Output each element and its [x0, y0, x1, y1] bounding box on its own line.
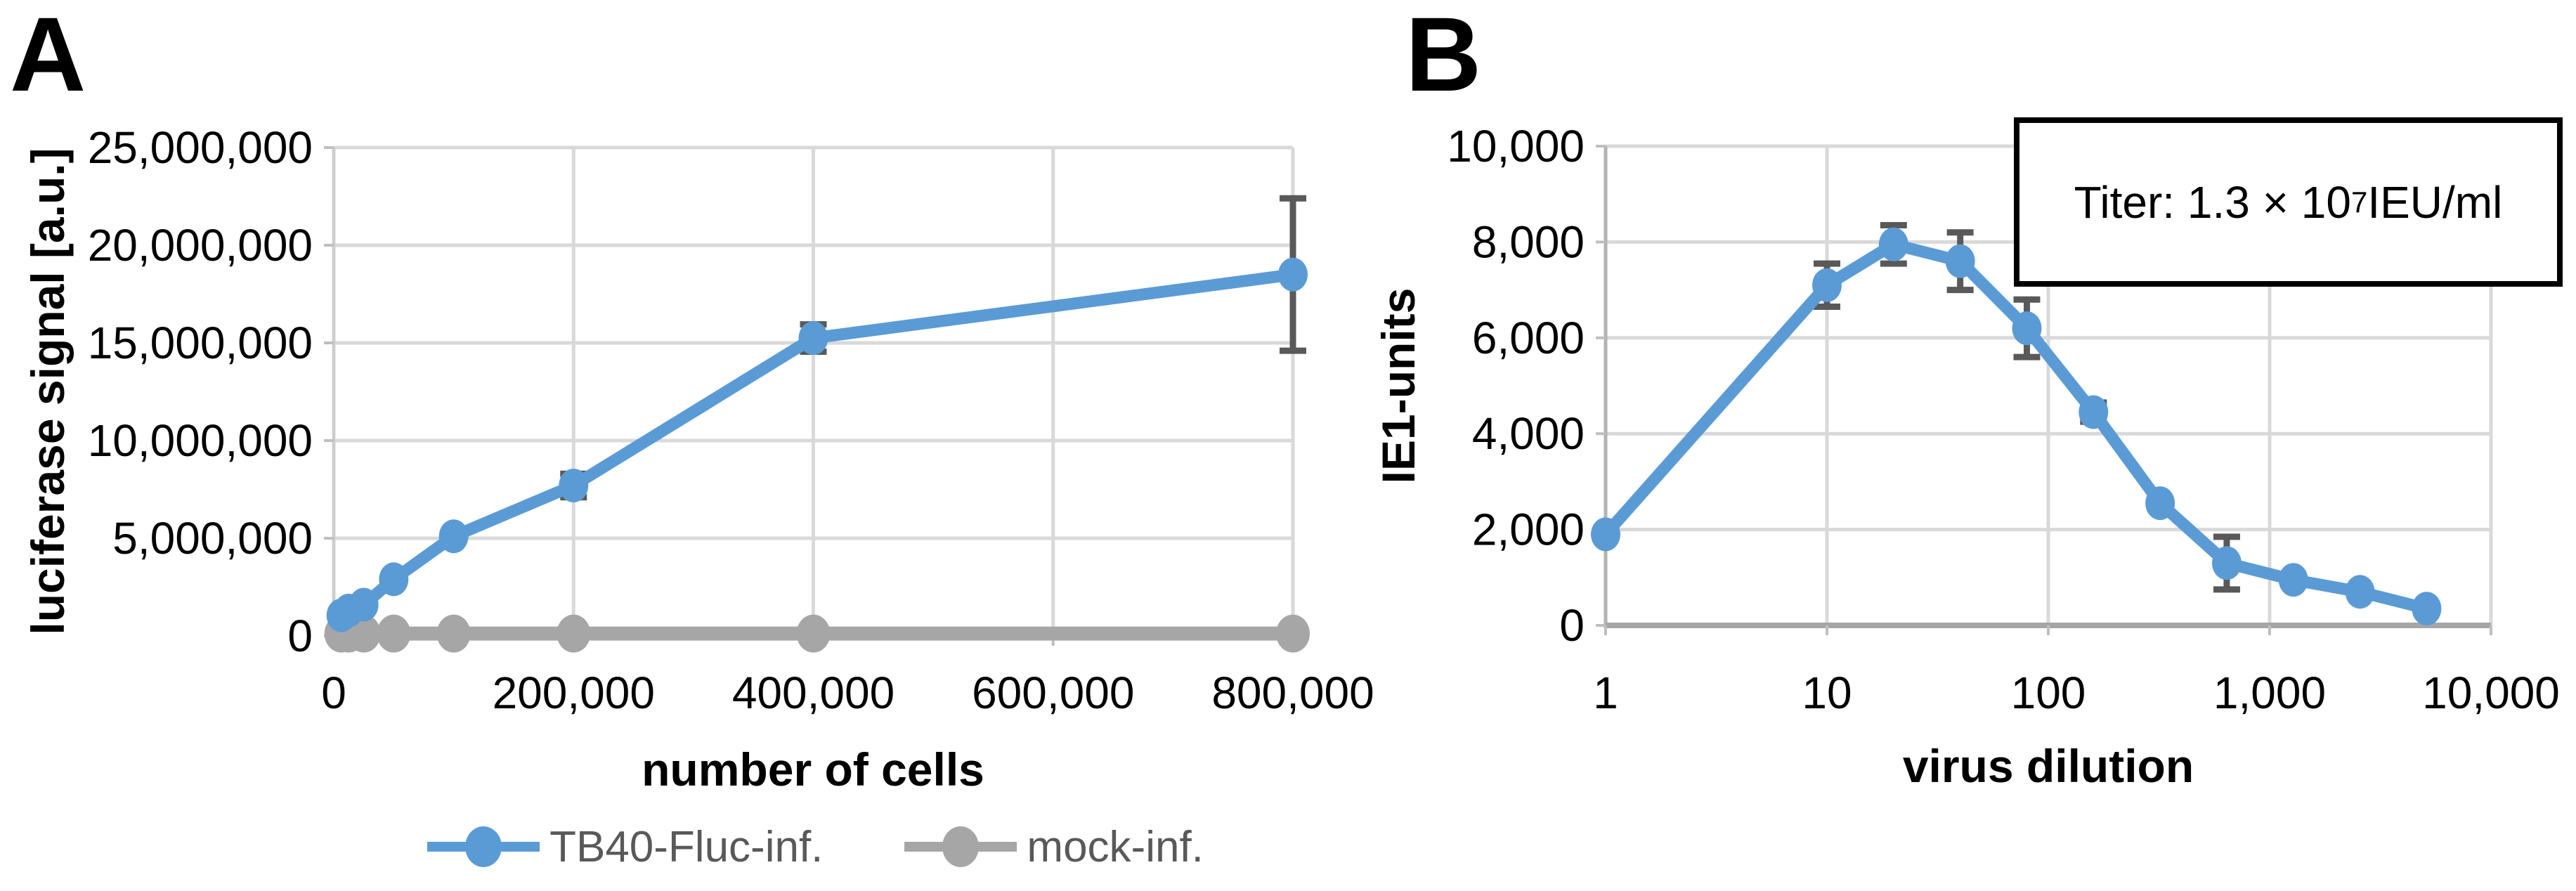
- titer-text: Titer: 1.3 × 10: [2074, 176, 2351, 228]
- panel-letter-a: A: [10, 0, 86, 113]
- data-point-marker: [2079, 395, 2109, 429]
- data-point-marker: [377, 614, 411, 653]
- y-tick-label: 2,000: [1472, 505, 1585, 555]
- data-point-marker: [2412, 592, 2442, 626]
- panel-a-y-axis-title: luciferase signal [a.u.]: [22, 148, 74, 635]
- data-point-marker: [1812, 268, 1842, 302]
- x-tick-label: 600,000: [972, 668, 1134, 718]
- x-tick-label: 400,000: [732, 668, 895, 718]
- data-point-marker: [798, 321, 828, 356]
- legend-label-tb40: TB40-Fluc-inf.: [549, 822, 824, 871]
- x-tick-label: 10,000: [2422, 668, 2560, 718]
- data-point-marker: [1591, 517, 1620, 552]
- y-tick-label: 6,000: [1472, 313, 1585, 363]
- x-tick-label: 200,000: [493, 668, 655, 718]
- x-tick-label: 100: [2011, 668, 2086, 718]
- x-tick-label: 800,000: [1211, 668, 1374, 718]
- legend: TB40-Fluc-inf. mock-inf.: [334, 812, 1293, 882]
- legend-marker-gray: [904, 826, 1017, 867]
- data-point-marker: [438, 519, 469, 554]
- x-tick-label: 10: [1802, 668, 1852, 718]
- y-tick-label: 20,000,000: [88, 220, 313, 271]
- data-point-marker: [1945, 244, 1975, 278]
- data-point-marker: [559, 468, 589, 502]
- data-point-marker: [379, 562, 409, 597]
- titer-units: IEU/ml: [2367, 176, 2503, 228]
- legend-label-mock: mock-inf.: [1027, 822, 1204, 871]
- legend-marker-blue: [427, 826, 540, 867]
- titer-annotation-box: Titer: 1.3 × 10 7 IEU/ml: [2014, 117, 2563, 287]
- data-point-marker: [1278, 257, 1308, 292]
- y-tick-label: 10,000: [1447, 121, 1585, 171]
- data-point-marker: [557, 614, 591, 653]
- data-point-marker: [436, 614, 471, 653]
- panel-a-x-axis-title: number of cells: [642, 743, 984, 795]
- panel-letter-b: B: [1405, 0, 1482, 113]
- y-tick-label: 10,000,000: [88, 415, 313, 466]
- x-tick-label: 0: [321, 668, 346, 718]
- data-point-marker: [796, 614, 831, 653]
- data-point-marker: [1276, 614, 1310, 653]
- data-point-marker: [349, 587, 379, 622]
- y-tick-label: 8,000: [1472, 216, 1585, 267]
- data-point-marker: [2145, 486, 2175, 521]
- y-tick-label: 0: [287, 611, 313, 661]
- panel-b-y-axis-title: IE1-units: [1372, 287, 1424, 484]
- panel-b-x-axis-title: virus dilution: [1902, 740, 2194, 792]
- y-tick-label: 5,000,000: [112, 513, 313, 564]
- chart-panel-b: 0 2,000 4,000 6,000 8,000 10,000 1 10 100 1,000 10…: [1447, 121, 2560, 718]
- legend-item-tb40: TB40-Fluc-inf.: [423, 822, 823, 872]
- data-point-marker: [2211, 546, 2242, 580]
- data-point-marker: [2345, 575, 2375, 609]
- y-tick-label: 25,000,000: [88, 122, 313, 173]
- x-tick-label: 1,000: [2213, 668, 2326, 718]
- legend-item-mock: mock-inf.: [900, 822, 1204, 872]
- y-tick-label: 0: [1559, 600, 1585, 651]
- data-point-marker: [1878, 227, 1908, 261]
- x-tick-label: 1: [1593, 668, 1618, 718]
- y-tick-label: 15,000,000: [88, 318, 313, 368]
- chart-panel-a: 0 5,000,000 10,000,000 15,000,000 20,000,000…: [88, 122, 1374, 718]
- data-point-marker: [2278, 563, 2308, 597]
- y-tick-label: 4,000: [1472, 408, 1585, 459]
- data-point-marker: [2012, 311, 2042, 346]
